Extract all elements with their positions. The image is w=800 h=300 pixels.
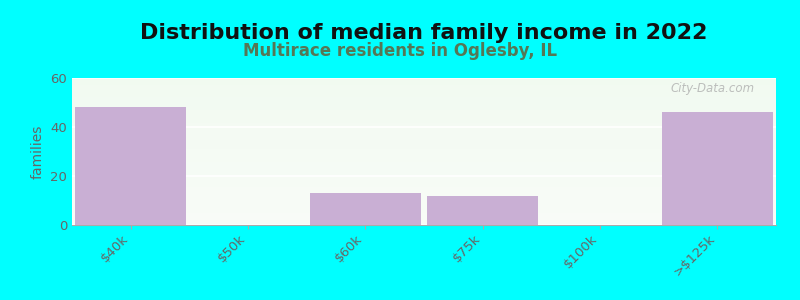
- Bar: [310, 193, 421, 225]
- Y-axis label: families: families: [30, 124, 45, 179]
- Text: Multirace residents in Oglesby, IL: Multirace residents in Oglesby, IL: [243, 42, 557, 60]
- Title: Distribution of median family income in 2022: Distribution of median family income in …: [140, 23, 708, 43]
- Bar: [662, 112, 773, 225]
- Bar: [75, 107, 186, 225]
- Text: City-Data.com: City-Data.com: [670, 82, 755, 95]
- Bar: [427, 196, 538, 225]
